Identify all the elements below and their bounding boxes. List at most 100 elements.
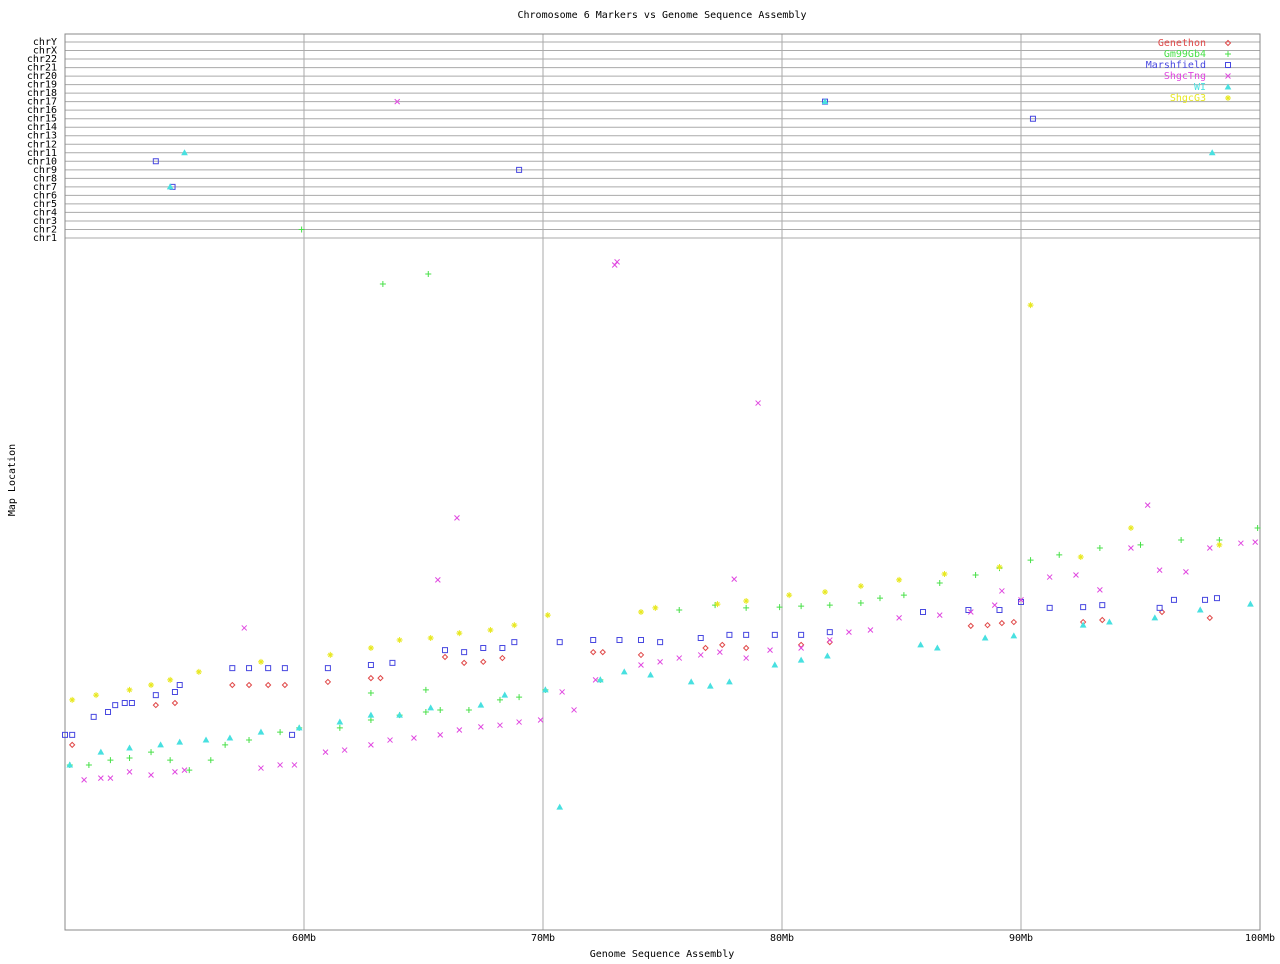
data-point (934, 644, 941, 651)
data-point (336, 724, 343, 731)
data-point (1096, 545, 1103, 552)
data-point (702, 644, 709, 652)
data-point (81, 776, 87, 783)
data-point (90, 713, 97, 720)
data-point (1099, 616, 1106, 624)
y-tick-label: chr6 (33, 190, 57, 201)
data-point (826, 637, 833, 643)
x-tick-label: 90Mb (1009, 933, 1033, 944)
data-point (920, 609, 927, 616)
data-point (616, 637, 623, 644)
data-point (857, 583, 864, 590)
data-point (480, 645, 487, 652)
data-point (589, 648, 597, 656)
data-point (456, 727, 463, 733)
data-point (1206, 545, 1213, 551)
data-point (181, 767, 188, 774)
data-point (826, 629, 833, 636)
data-point (1073, 572, 1079, 578)
data-point (1128, 545, 1134, 551)
data-point (743, 655, 750, 661)
y-tick-label: chr20 (27, 71, 57, 82)
data-point (1178, 537, 1185, 544)
data-point (743, 597, 750, 604)
data-point (367, 711, 375, 718)
data-point (1156, 604, 1163, 611)
data-point (544, 612, 551, 619)
data-point (676, 655, 683, 661)
data-point (726, 631, 733, 638)
data-point (107, 757, 114, 764)
data-point (126, 755, 133, 762)
data-point (1027, 302, 1034, 309)
data-point (571, 707, 577, 713)
data-point (637, 651, 645, 659)
y-tick-label: chr4 (33, 207, 57, 218)
data-point (1127, 524, 1134, 531)
data-point (620, 668, 628, 675)
data-point (501, 691, 509, 698)
data-point (936, 612, 943, 618)
data-point (367, 674, 375, 682)
data-point (207, 757, 214, 764)
data-point (1202, 596, 1209, 603)
data-point (112, 702, 119, 709)
data-point (387, 737, 393, 743)
data-point (62, 731, 68, 738)
data-point (1077, 554, 1084, 561)
data-point (97, 748, 105, 755)
data-point (556, 803, 564, 810)
data-point (202, 736, 210, 743)
data-point (771, 631, 778, 638)
data-point (176, 682, 183, 689)
data-point (590, 637, 597, 644)
data-point (1029, 115, 1036, 122)
data-point (336, 718, 344, 725)
y-axis-label: Map Location (7, 444, 18, 516)
data-point (1208, 149, 1216, 156)
data-point (755, 400, 761, 406)
data-point (171, 699, 179, 707)
data-point (121, 700, 128, 707)
data-point (776, 604, 783, 611)
data-point (396, 637, 403, 644)
data-point (480, 658, 487, 666)
data-point (176, 738, 184, 745)
data-point (706, 682, 714, 689)
data-point (798, 631, 805, 638)
data-point (967, 609, 974, 615)
data-point (1097, 587, 1103, 593)
legend-label: Marshfield (1146, 60, 1206, 71)
data-point (264, 681, 272, 689)
y-tick-label: chr3 (33, 216, 57, 227)
legend-label: WI (1194, 82, 1206, 93)
data-point (1137, 541, 1144, 548)
data-point (258, 765, 264, 771)
data-point (411, 735, 417, 741)
data-point (499, 645, 506, 652)
data-point (637, 637, 644, 644)
data-point (981, 634, 989, 641)
data-point (222, 741, 229, 748)
data-point (425, 270, 432, 277)
data-point (322, 749, 329, 756)
data-point (1106, 618, 1113, 625)
legend-marker (1225, 73, 1231, 79)
data-point (972, 572, 979, 579)
y-tick-label: chrY (33, 37, 57, 48)
data-point (324, 678, 332, 686)
data-point (93, 692, 100, 699)
data-point (896, 576, 903, 583)
data-point (281, 665, 288, 672)
data-point (295, 724, 303, 731)
data-point (867, 627, 874, 633)
data-point (592, 676, 599, 683)
data-point (516, 166, 523, 173)
data-point (422, 686, 429, 693)
data-point (917, 641, 924, 648)
data-point (1080, 604, 1087, 611)
data-point (1156, 567, 1163, 574)
